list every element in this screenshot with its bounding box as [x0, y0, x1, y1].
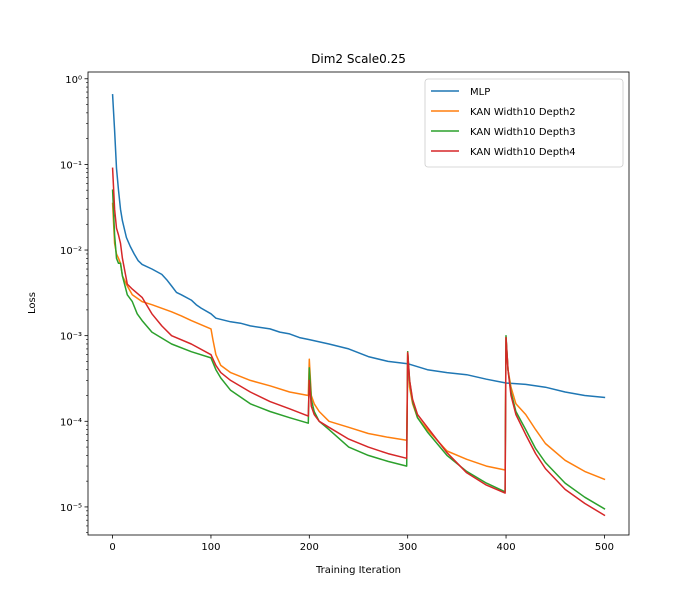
- x-axis-ticks: 0 100 200 300 400 500: [109, 535, 614, 553]
- series-line-0: [111, 94, 606, 399]
- legend-label: KAN Width10 Depth3: [470, 127, 576, 138]
- series-line-3: [111, 167, 606, 517]
- plot-series: [111, 94, 606, 517]
- x-tick-label: 400: [496, 542, 515, 553]
- legend-label: KAN Width10 Depth4: [470, 147, 576, 158]
- y-axis-label: Loss: [27, 292, 38, 314]
- legend: MLP KAN Width10 Depth2 KAN Width10 Depth3 K…: [424, 78, 624, 168]
- x-tick-label: 200: [300, 542, 319, 553]
- x-tick-label: 100: [201, 542, 220, 553]
- y-tick-label: 10⁻²: [60, 246, 82, 257]
- legend-box: [424, 78, 624, 168]
- y-axis-ticks: 10⁻⁵ 10⁻⁴ 10⁻³ 10⁻² 10⁻¹ 10⁰: [60, 75, 88, 533]
- y-tick-label: 10⁻¹: [60, 160, 82, 171]
- y-tick-label: 10⁻³: [60, 332, 82, 343]
- legend-items: MLP KAN Width10 Depth2 KAN Width10 Depth3 K…: [431, 87, 576, 158]
- y-tick-label: 10⁰: [65, 75, 82, 86]
- x-tick-label: 300: [398, 542, 417, 553]
- y-tick-label: 10⁻⁴: [60, 417, 82, 428]
- plot-frame: [87, 71, 630, 536]
- x-tick-label: 0: [109, 542, 115, 553]
- chart-title: Dim2 Scale0.25: [311, 52, 406, 66]
- x-axis-label: Training Iteration: [315, 565, 401, 576]
- x-tick-label: 500: [595, 542, 614, 553]
- legend-label: KAN Width10 Depth2: [470, 107, 576, 118]
- legend-label: MLP: [470, 87, 490, 98]
- y-tick-label: 10⁻⁵: [60, 503, 82, 514]
